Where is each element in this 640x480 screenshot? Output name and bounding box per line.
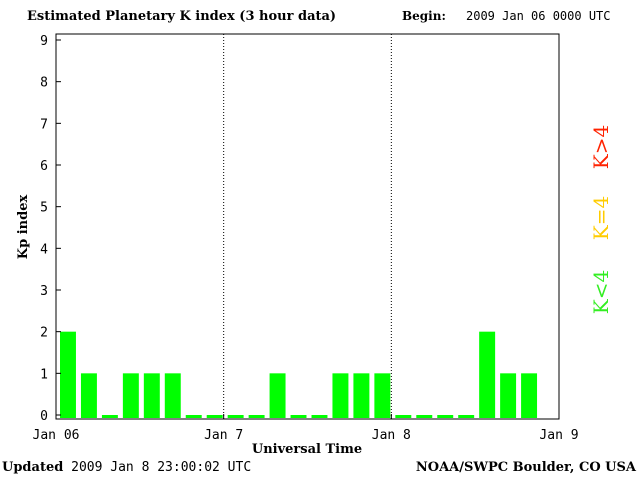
updated-label: Updated <box>2 460 64 475</box>
kp-bar <box>479 331 496 418</box>
legend: K<4 K=4 K>4 <box>589 125 613 314</box>
kp-bar <box>227 415 244 418</box>
kp-bar <box>248 415 265 418</box>
kp-bar <box>332 373 349 418</box>
y-tick-label: 6 <box>40 159 48 174</box>
y-tick-label: 3 <box>40 284 48 299</box>
bars-group <box>60 331 538 418</box>
kp-bar <box>500 373 517 418</box>
kp-bar <box>164 373 181 418</box>
legend-entry: K=4 <box>589 196 613 240</box>
x-tick-label: Jan 06 <box>33 428 80 443</box>
kp-bar <box>458 415 475 418</box>
chart-title: Estimated Planetary K index (3 hour data… <box>27 9 337 24</box>
y-axis-ticks: 0 1 2 3 4 5 6 7 8 9 <box>40 34 61 424</box>
kp-bar <box>60 331 76 418</box>
x-tick-label: Jan 9 <box>539 428 578 443</box>
x-axis-ticks: Jan 06 Jan 7 Jan 8 Jan 9 <box>33 414 579 443</box>
x-tick-label: Jan 7 <box>204 428 243 443</box>
kp-bar <box>269 373 286 418</box>
legend-entry: K<4 <box>589 270 613 314</box>
x-axis-title: Universal Time <box>252 442 362 457</box>
kp-bar <box>185 415 202 418</box>
begin-value: 2009 Jan 06 0000 UTC <box>466 9 611 23</box>
kp-bar <box>80 373 97 418</box>
y-tick-label: 2 <box>40 326 48 341</box>
legend-entry: K>4 <box>589 125 613 169</box>
plot-area <box>55 33 560 420</box>
kp-bar <box>416 415 433 418</box>
y-tick-label: 5 <box>40 201 48 216</box>
y-axis-title: Kp index <box>16 195 31 260</box>
kp-bar <box>521 373 538 418</box>
updated-value: 2009 Jan 8 23:00:02 UTC <box>71 460 252 475</box>
begin-label: Begin: <box>402 9 446 23</box>
kp-bar <box>290 415 307 418</box>
y-tick-label: 7 <box>40 117 48 132</box>
y-tick-label: 4 <box>40 242 48 257</box>
y-tick-label: 0 <box>40 409 48 424</box>
kp-bar <box>143 373 160 418</box>
kp-bar <box>437 415 454 418</box>
kp-bar <box>395 415 412 418</box>
y-tick-label: 9 <box>40 34 48 49</box>
kp-bar <box>353 373 370 418</box>
x-tick-label: Jan 8 <box>372 428 411 443</box>
kp-bar <box>206 415 223 418</box>
kp-bar <box>122 373 139 418</box>
source-credit: NOAA/SWPC Boulder, CO USA <box>415 460 636 475</box>
kp-bar <box>311 415 328 418</box>
y-tick-label: 1 <box>40 367 48 382</box>
kp-bar <box>101 415 118 418</box>
y-tick-label: 8 <box>40 76 48 91</box>
kp-bar <box>374 373 391 418</box>
updated-timestamp: Updated 2009 Jan 8 23:00:02 UTC <box>2 460 251 475</box>
day-grid-lines <box>223 34 392 419</box>
